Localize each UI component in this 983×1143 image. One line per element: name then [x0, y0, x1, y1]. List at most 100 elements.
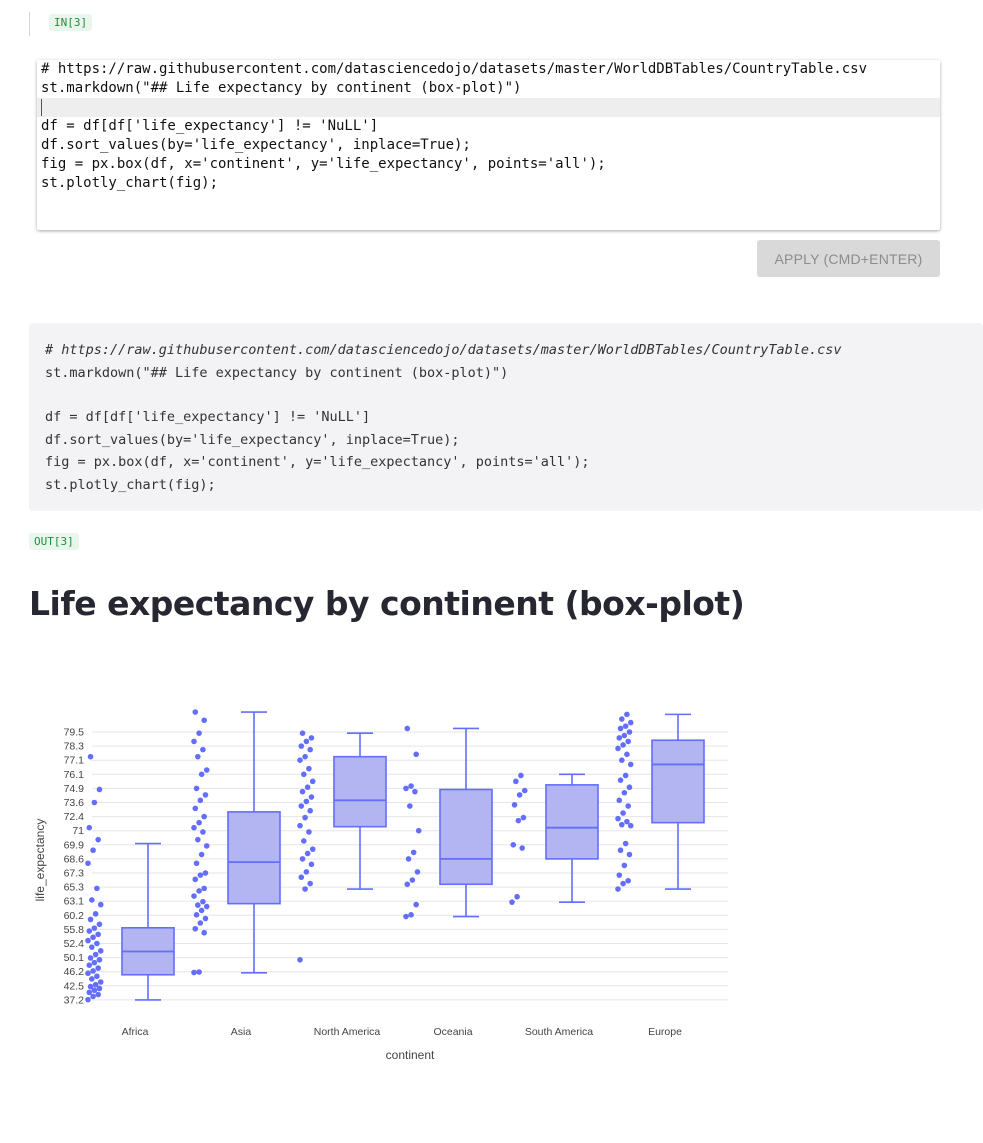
data-point — [303, 738, 310, 745]
y-tick-label: 79.5 — [64, 727, 85, 739]
data-point — [302, 886, 308, 892]
data-point — [408, 912, 414, 918]
data-point — [192, 925, 199, 932]
data-point — [516, 792, 523, 798]
code-editor[interactable]: # https://raw.githubusercontent.com/data… — [37, 60, 940, 230]
data-point — [191, 824, 197, 831]
x-tick-label: Europe — [648, 1026, 682, 1038]
output-cell-label: OUT[3] — [29, 533, 79, 550]
data-point — [191, 969, 197, 976]
data-point — [87, 955, 94, 961]
data-point — [622, 723, 629, 729]
editor-line[interactable]: df = df[df['life_expectancy'] != 'NuLL'] — [41, 118, 379, 134]
data-point — [616, 797, 623, 804]
data-point — [303, 798, 310, 805]
data-point — [302, 814, 308, 821]
data-point — [306, 829, 312, 835]
data-point — [200, 829, 206, 835]
y-tick-label: 73.6 — [64, 797, 85, 809]
data-point — [200, 746, 206, 753]
box-iqr — [227, 811, 281, 905]
data-point — [96, 921, 103, 928]
editor-line[interactable]: fig = px.box(df, x='continent', y='life_… — [41, 156, 606, 172]
data-point — [627, 719, 634, 726]
data-point — [299, 730, 306, 736]
data-point — [96, 985, 103, 992]
data-point — [304, 850, 311, 857]
data-point — [511, 802, 518, 808]
data-point — [615, 745, 621, 752]
code-line: fig = px.box(df, x='continent', y='life_… — [45, 454, 590, 470]
y-tick-label: 46.2 — [64, 966, 85, 978]
editor-line[interactable]: # https://raw.githubusercontent.com/data… — [41, 61, 868, 77]
box-iqr — [651, 739, 705, 824]
data-point — [85, 996, 91, 1003]
data-point — [97, 901, 104, 908]
data-point — [87, 753, 94, 760]
data-point — [193, 912, 200, 918]
data-point — [515, 817, 522, 824]
data-point — [91, 799, 98, 806]
data-point — [303, 869, 310, 875]
data-point — [192, 805, 199, 812]
editor-line[interactable]: st.markdown("## Life expectancy by conti… — [41, 80, 522, 96]
data-point — [95, 836, 101, 843]
input-cell-label: IN[3] — [49, 14, 93, 31]
data-point — [627, 761, 634, 768]
rendered-code-block: # https://raw.githubusercontent.com/data… — [29, 323, 983, 511]
data-point — [407, 803, 413, 809]
active-line-highlight — [37, 98, 940, 117]
editor-line[interactable]: df.sort_values(by='life_expectancy', inp… — [41, 137, 471, 153]
data-point — [309, 778, 316, 785]
data-point — [617, 725, 624, 732]
data-point — [86, 962, 93, 968]
data-point — [626, 784, 633, 791]
data-point — [621, 789, 628, 796]
data-point — [307, 880, 313, 887]
y-tick-label: 55.8 — [64, 924, 85, 936]
y-axis-title: life_expectancy — [33, 819, 47, 902]
data-point — [85, 937, 91, 944]
data-point — [201, 717, 207, 724]
data-point — [412, 788, 418, 795]
y-tick-label: 69.9 — [64, 839, 85, 851]
y-tick-label: 78.3 — [64, 741, 85, 753]
data-point — [90, 934, 96, 941]
x-axis-title: continent — [386, 1048, 435, 1062]
data-point — [619, 757, 625, 763]
data-point — [405, 856, 412, 862]
box-iqr — [333, 755, 387, 828]
data-point — [627, 822, 634, 829]
data-point — [89, 944, 95, 950]
code-line: st.markdown("## Life expectancy by conti… — [45, 365, 509, 381]
data-point — [514, 893, 520, 900]
data-point — [198, 771, 205, 778]
editor-line[interactable]: st.plotly_chart(fig); — [41, 175, 219, 191]
data-point — [621, 732, 628, 739]
data-point — [94, 940, 100, 947]
data-point — [403, 913, 409, 920]
data-point — [97, 948, 104, 954]
data-point — [196, 730, 202, 736]
data-point — [297, 822, 303, 829]
data-point — [193, 785, 200, 792]
data-point — [513, 778, 519, 785]
data-point — [86, 824, 93, 831]
box-plot-chart[interactable]: 37.2 42.5 46.2 50.1 52.4 55.8 60.2 63.1 65.3 67.3… — [0, 690, 983, 1080]
data-point — [91, 959, 98, 966]
y-tick-label: 63.1 — [64, 896, 85, 908]
data-point — [90, 847, 96, 854]
x-tick-label: Asia — [231, 1026, 252, 1038]
apply-button[interactable]: APPLY (CMD+ENTER) — [757, 240, 940, 277]
data-point — [409, 877, 416, 883]
data-point — [95, 991, 101, 998]
data-point — [298, 874, 305, 881]
data-point — [89, 976, 95, 982]
data-point — [299, 856, 306, 862]
data-point — [203, 903, 210, 910]
data-point — [197, 797, 204, 804]
x-tick-label: North America — [314, 1026, 381, 1038]
data-point — [196, 888, 202, 894]
box-iqr — [439, 788, 493, 886]
data-point — [415, 827, 422, 834]
